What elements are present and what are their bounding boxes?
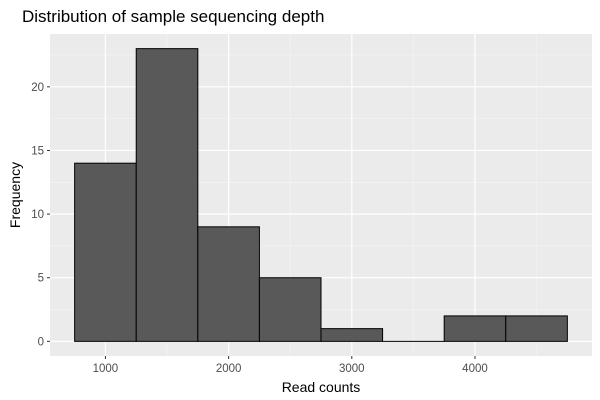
- x-axis-title: Read counts: [282, 379, 361, 395]
- histogram-bar: [74, 162, 137, 342]
- y-tick-label: 10: [31, 209, 44, 221]
- histogram-bar: [505, 315, 568, 342]
- y-tick-label: 5: [38, 273, 44, 285]
- y-tick-label: 0: [38, 336, 44, 348]
- x-tick-label: 2000: [216, 363, 242, 375]
- y-tick-label: 15: [31, 145, 44, 157]
- histogram-bar: [258, 277, 322, 342]
- histogram-bar: [320, 328, 384, 342]
- y-axis-title: Frequency: [7, 162, 23, 228]
- axis-ticks: 1000 2000 3000 4000 0 5 10 15 20: [31, 82, 488, 375]
- histogram-bars: [74, 48, 568, 342]
- chart-title: Distribution of sample sequencing depth: [22, 7, 324, 26]
- x-tick-label: 4000: [462, 363, 488, 375]
- x-tick-label: 3000: [339, 363, 365, 375]
- y-tick-label: 20: [31, 82, 44, 94]
- x-tick-label: 1000: [93, 363, 119, 375]
- histogram-bar: [443, 315, 507, 342]
- histogram-bar: [197, 226, 260, 342]
- histogram-bar: [135, 48, 199, 342]
